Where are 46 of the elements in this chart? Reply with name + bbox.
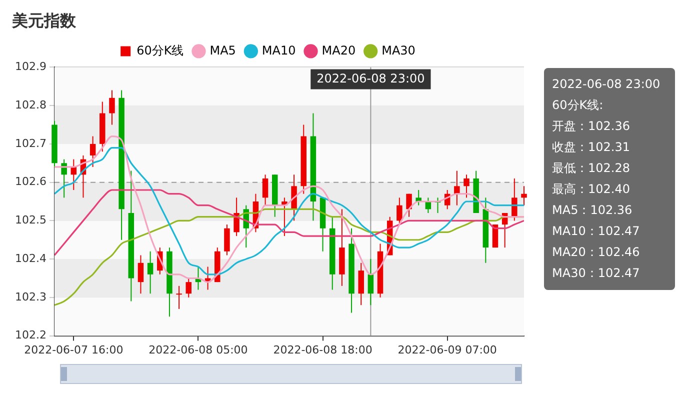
x-tick-label: 2022-06-07 16:00: [24, 343, 124, 356]
y-tick-label: 102.4: [14, 252, 46, 265]
text: 最低：102.28: [552, 160, 631, 177]
y-tick-label: 102.8: [14, 98, 46, 112]
candlestick: [186, 278, 192, 298]
candlestick: [521, 186, 527, 206]
text: 开盘：102.36: [552, 118, 631, 135]
candlestick: [464, 174, 470, 198]
text: 收盘：102.31: [552, 139, 631, 156]
candlestick: [454, 170, 460, 206]
legend-label: MA30: [382, 43, 416, 58]
legend-label: MA5: [210, 43, 236, 58]
candlestick: [147, 250, 154, 294]
y-tick-label: 102.5: [14, 214, 46, 227]
candlestick: [234, 197, 240, 237]
candlestick: [512, 178, 518, 222]
legend-label: MA10: [262, 43, 296, 58]
text: MA10：102.47: [552, 223, 641, 240]
legend-label: 60分K线: [136, 43, 184, 58]
x-tick-label: 2022-06-08 05:00: [148, 343, 248, 356]
text: MA30：102.47: [552, 265, 641, 282]
y-tick-label: 102.2: [14, 328, 46, 342]
candlestick: [138, 254, 144, 294]
candlestick: [262, 174, 268, 206]
candlestick: [368, 258, 374, 306]
y-tick-label: 102.6: [14, 175, 46, 188]
candlestick: [224, 224, 230, 256]
candlestick: [90, 136, 96, 168]
legend-label: MA20: [322, 43, 356, 58]
candlestick: [396, 197, 402, 226]
candlestick: [109, 90, 115, 126]
y-tick-label: 102.3: [14, 290, 46, 304]
x-tick-label: 2022-06-08 18:00: [273, 343, 372, 356]
y-tick-label: 102.7: [14, 136, 46, 150]
text: MA20：102.46: [552, 244, 641, 261]
text: 60分K线:: [552, 97, 604, 114]
text: 最高：102.40: [552, 181, 631, 198]
candlestick: [358, 262, 364, 306]
ref-line-label: 2022-06-08 23:00: [316, 71, 425, 86]
text: MA5：102.36: [552, 202, 634, 219]
candlestick: [291, 174, 297, 222]
candlestick: [176, 285, 182, 310]
y-tick-label: 102.9: [14, 60, 46, 74]
text: 2022-06-08 23:00: [552, 76, 662, 93]
chart-title: 美元指数: [11, 10, 77, 30]
x-tick-label: 2022-06-09 07:00: [398, 343, 497, 356]
